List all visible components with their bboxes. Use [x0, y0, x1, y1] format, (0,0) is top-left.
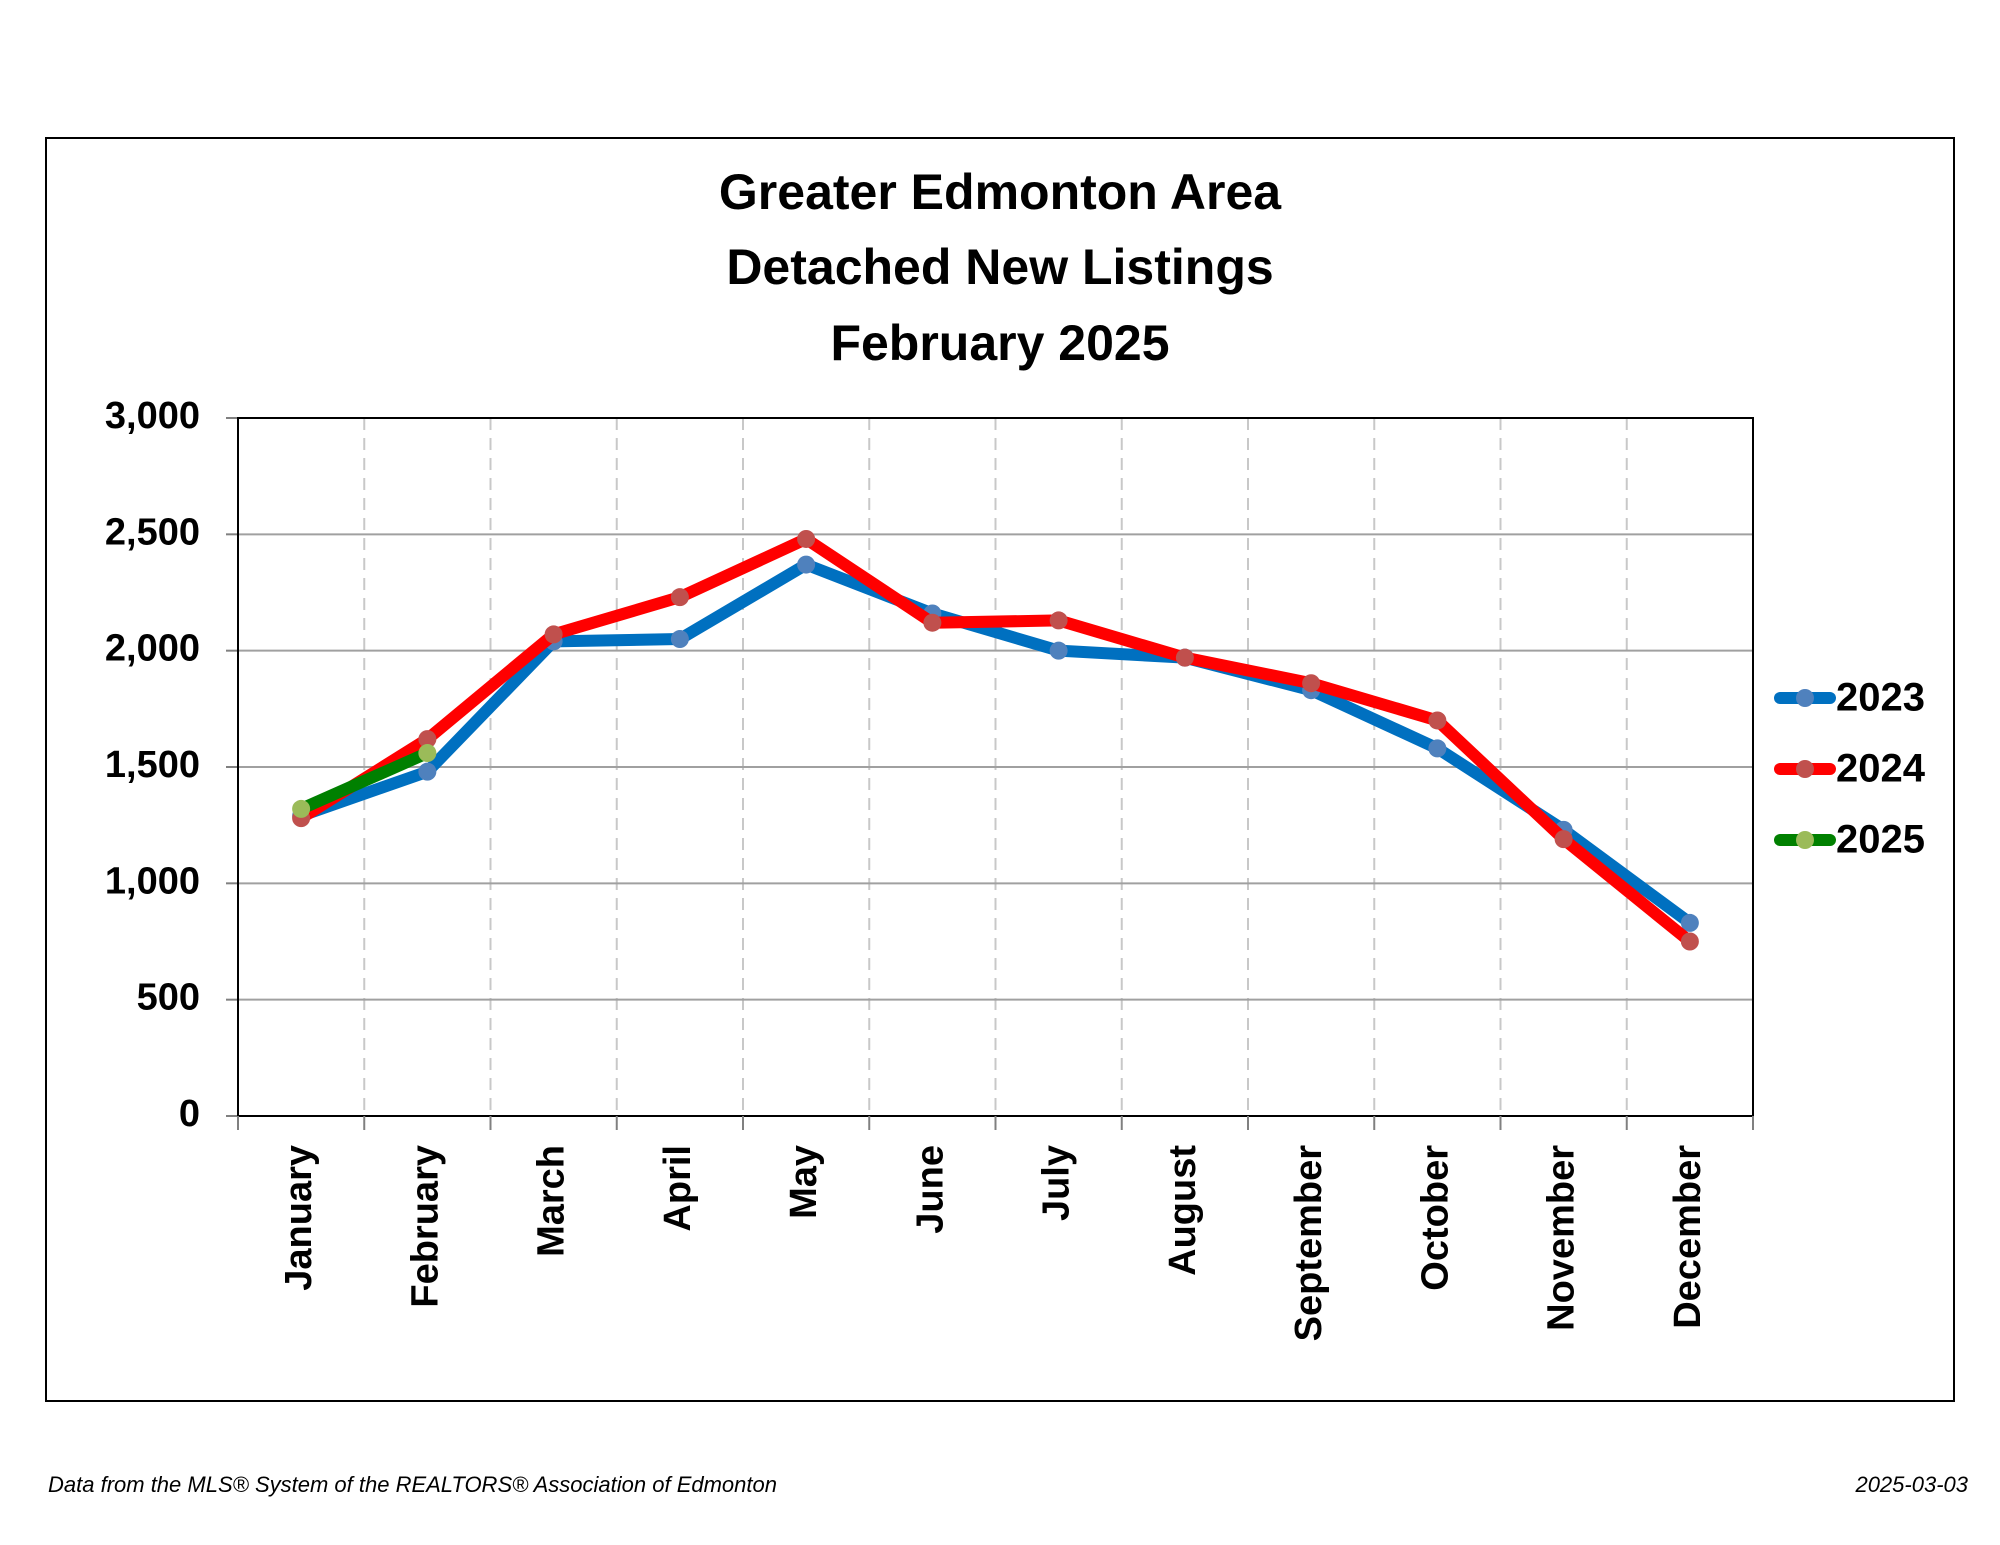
chart-title: Detached New Listings	[726, 239, 1273, 295]
chart-title: Greater Edmonton Area	[719, 164, 1282, 220]
data-point	[1428, 711, 1447, 730]
series-line	[298, 747, 430, 815]
y-tick-label: 1,500	[105, 744, 200, 786]
x-tick-label: April	[657, 1145, 699, 1232]
data-point	[1302, 674, 1321, 693]
legend-marker	[1796, 760, 1814, 778]
source-note: Data from the MLS® System of the REALTOR…	[48, 1472, 777, 1497]
y-tick-label: 2,500	[105, 511, 200, 553]
series-line	[299, 558, 1694, 928]
x-tick-label: March	[531, 1145, 573, 1257]
data-point	[418, 744, 437, 763]
x-tick-label: July	[1036, 1145, 1078, 1221]
legend-label: 2025	[1836, 818, 1925, 862]
date-note: 2025-03-03	[1854, 1472, 1968, 1497]
data-point	[1049, 611, 1068, 630]
x-tick-label: January	[278, 1145, 320, 1291]
legend-marker	[1796, 689, 1814, 707]
x-tick-label: June	[909, 1145, 951, 1234]
x-tick-label: December	[1667, 1145, 1709, 1329]
data-point	[544, 625, 563, 644]
data-point	[418, 762, 437, 781]
x-tick-label: October	[1414, 1145, 1456, 1291]
legend-marker	[1796, 831, 1814, 849]
legend-label: 2023	[1836, 676, 1925, 720]
data-point	[292, 799, 311, 818]
data-point	[1175, 648, 1194, 667]
data-point	[1049, 641, 1068, 660]
y-tick-label: 2,000	[105, 628, 200, 670]
data-point	[1554, 830, 1573, 849]
x-tick-label: May	[783, 1145, 825, 1219]
x-tick-label: August	[1162, 1145, 1204, 1276]
y-tick-label: 0	[179, 1093, 200, 1135]
data-point	[1680, 913, 1699, 932]
y-tick-label: 500	[137, 977, 200, 1019]
x-tick-label: November	[1541, 1145, 1583, 1331]
y-tick-label: 3,000	[105, 395, 200, 437]
x-tick-label: September	[1288, 1145, 1330, 1342]
data-point	[670, 588, 689, 607]
data-point	[1680, 932, 1699, 951]
x-tick-label: February	[404, 1145, 446, 1308]
chart-frame	[45, 137, 1955, 1402]
data-point	[1428, 739, 1447, 758]
data-point	[797, 555, 816, 574]
data-point	[923, 613, 942, 632]
series-line	[297, 532, 1694, 947]
data-point	[418, 730, 437, 749]
data-point	[670, 630, 689, 649]
y-tick-label: 1,000	[105, 860, 200, 902]
chart-title: February 2025	[830, 315, 1169, 371]
data-point	[797, 529, 816, 548]
legend-label: 2024	[1836, 747, 1926, 791]
